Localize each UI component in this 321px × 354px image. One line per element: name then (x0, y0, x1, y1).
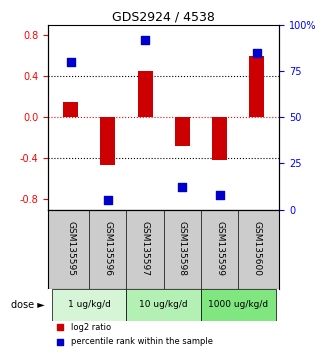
Text: GSM135598: GSM135598 (178, 222, 187, 276)
Text: 10 ug/kg/d: 10 ug/kg/d (139, 300, 188, 309)
FancyBboxPatch shape (126, 289, 201, 320)
Bar (212, 117, 227, 160)
Point (254, 50, 259, 55)
FancyBboxPatch shape (52, 289, 126, 320)
Point (217, 192, 222, 198)
Bar (138, 71, 152, 117)
Bar (175, 117, 190, 146)
Text: dose ►: dose ► (11, 300, 44, 310)
Text: GSM135599: GSM135599 (215, 222, 224, 276)
Point (57, 339, 62, 344)
Text: percentile rank within the sample: percentile rank within the sample (71, 337, 213, 346)
Text: GSM135595: GSM135595 (66, 222, 75, 276)
FancyBboxPatch shape (201, 289, 275, 320)
Bar (63, 102, 78, 117)
Bar (249, 56, 265, 117)
Bar (100, 117, 115, 165)
Text: GSM135596: GSM135596 (103, 222, 112, 276)
Title: GDS2924 / 4538: GDS2924 / 4538 (112, 11, 215, 24)
Text: 1000 ug/kg/d: 1000 ug/kg/d (208, 300, 268, 309)
Text: 1 ug/kg/d: 1 ug/kg/d (68, 300, 111, 309)
Point (68, 59, 73, 64)
Point (180, 184, 185, 190)
Point (143, 37, 148, 42)
Point (105, 198, 110, 203)
Text: log2 ratio: log2 ratio (71, 322, 111, 332)
Text: GSM135600: GSM135600 (252, 222, 261, 276)
Text: GSM135597: GSM135597 (141, 222, 150, 276)
Point (57, 324, 62, 330)
